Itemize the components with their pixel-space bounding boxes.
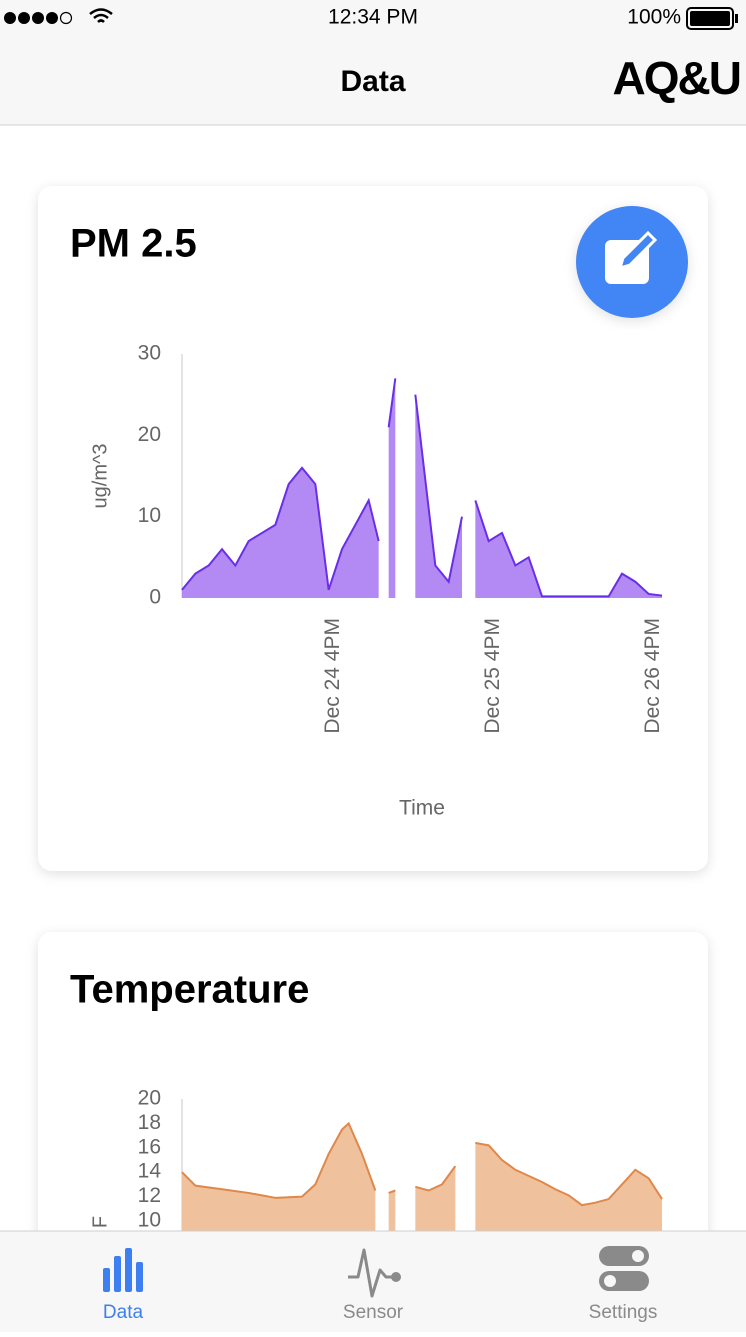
x-axis-label: Time <box>399 797 445 820</box>
y-axis-label: F <box>89 1216 111 1228</box>
nav-title: Data <box>340 65 405 98</box>
x-tick-label: Dec 25 4PM <box>481 618 504 734</box>
battery-percent: 100% <box>627 6 681 29</box>
data-tab-icon[interactable] <box>103 1248 143 1292</box>
y-tick-label: 0 <box>149 586 161 609</box>
y-tick-label: 30 <box>138 342 161 365</box>
y-tick-label: 10 <box>138 504 161 527</box>
nav-bar <box>0 0 746 125</box>
card-title: Temperature <box>70 968 309 1012</box>
tab-bar: Data Sensor Settings <box>0 1230 746 1332</box>
area <box>182 1123 662 1245</box>
sensor-tab-icon[interactable] <box>348 1248 401 1298</box>
clock: 12:34 PM <box>328 6 418 29</box>
charts: PM 2.5 0 10 20 30 ug/m^3 Dec 24 4PM Dec 25 4PM D… <box>70 222 664 1245</box>
x-tick-label: Dec 24 4PM <box>321 618 344 734</box>
battery-icon <box>686 7 738 30</box>
line <box>181 1121 663 1207</box>
tab-label[interactable]: Sensor <box>343 1302 404 1323</box>
y-tick-label: 18 <box>138 1111 161 1134</box>
edit-button[interactable] <box>576 206 688 318</box>
y-tick-label: 14 <box>138 1160 162 1183</box>
y-tick-label: 20 <box>138 423 161 446</box>
settings-tab-icon[interactable] <box>599 1246 649 1291</box>
y-axis-label: ug/m^3 <box>89 444 111 509</box>
tab-label[interactable]: Settings <box>589 1302 658 1323</box>
tab-label[interactable]: Data <box>103 1302 144 1323</box>
y-tick-label: 10 <box>138 1209 161 1232</box>
line <box>181 378 663 598</box>
x-tick-label: Dec 26 4PM <box>641 618 664 734</box>
y-tick-label: 20 <box>138 1087 161 1110</box>
area <box>182 378 662 598</box>
y-tick-label: 12 <box>138 1184 161 1207</box>
y-tick-label: 16 <box>138 1135 161 1158</box>
logo: AQ&U <box>613 52 740 104</box>
signal <box>4 8 113 25</box>
card-title: PM 2.5 <box>70 222 197 266</box>
